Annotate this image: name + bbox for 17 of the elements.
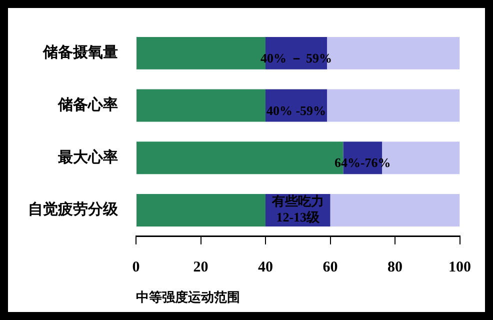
y-tick-label: 最大心率 [57,148,118,166]
x-tick-label: 80 [388,259,402,276]
bar [136,194,266,226]
annotation: 40% -59% [266,102,326,118]
x-tick-label: 0 [132,259,140,276]
y-tick-label: 储备摄氧量 [42,44,118,62]
bar [327,89,460,122]
x-tick-label: 100 [448,259,471,276]
x-tick-label: 60 [322,259,338,276]
x-tick-label: 20 [193,259,208,276]
bar [136,89,266,122]
y-tick-label: 储备心率 [57,95,118,114]
x-tick-label: 40 [258,259,273,276]
y-tick-label: 自觉疲劳分级 [28,201,119,218]
x-axis-title: 中等强度运动范围 [136,290,240,305]
bar [330,194,460,226]
annotation: 有些吃力 12-13级 [270,194,324,225]
